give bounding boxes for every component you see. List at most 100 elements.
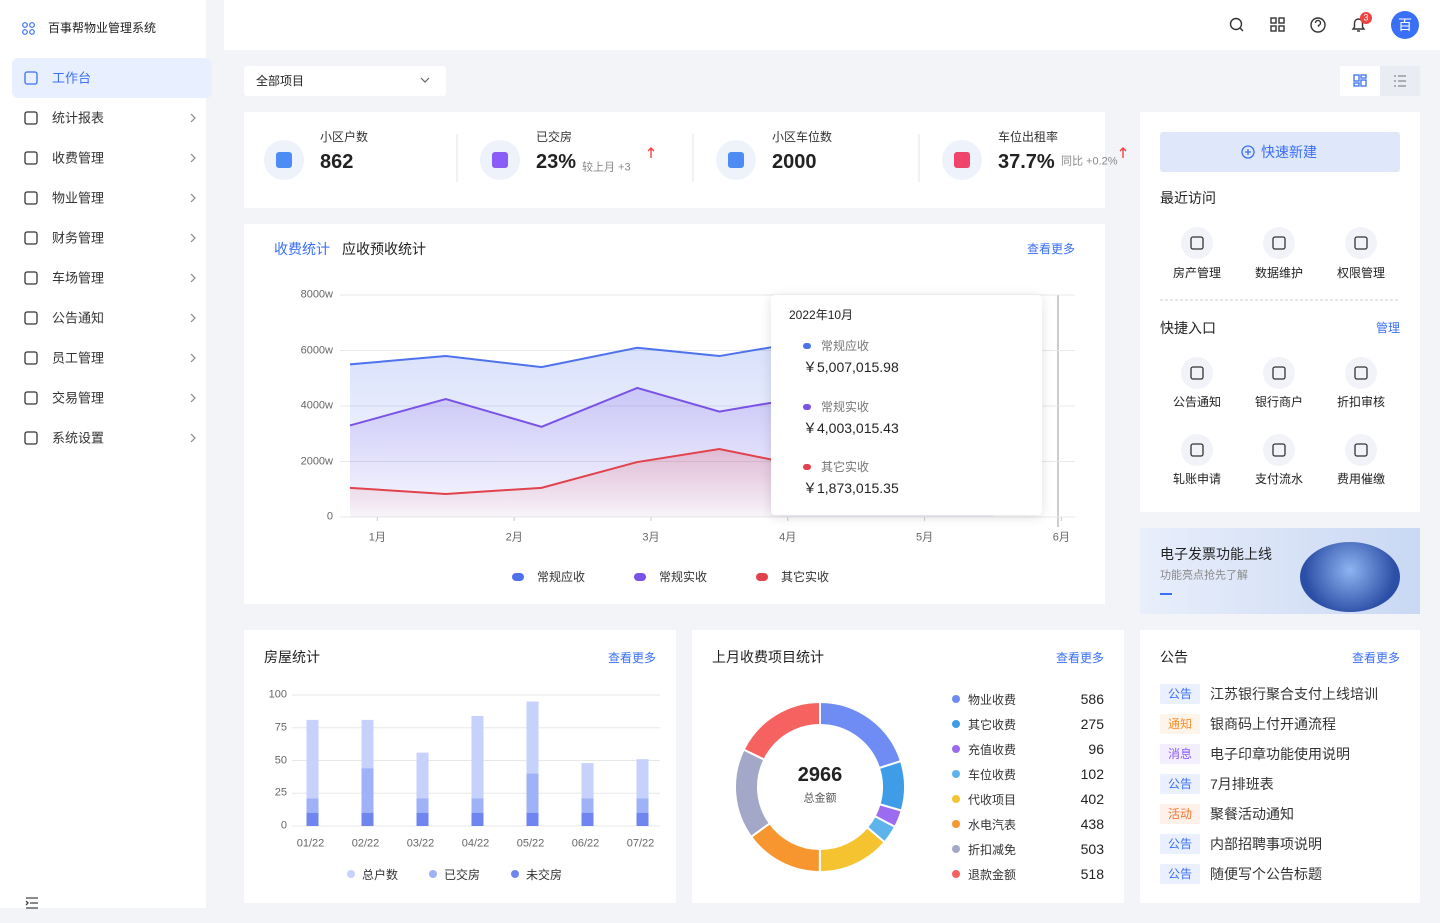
- notice-text[interactable]: 银商码上付开通流程: [1210, 716, 1336, 732]
- legend-value: 586: [1080, 691, 1104, 707]
- legend-label: 车位收费: [968, 768, 1017, 782]
- y-tick-label: 75: [274, 721, 287, 734]
- menu-item[interactable]: 公告通知: [52, 310, 105, 326]
- more-link[interactable]: 查看更多: [1055, 651, 1104, 665]
- recent-link[interactable]: 权限管理: [1336, 266, 1386, 280]
- x-tick-label: 03/22: [406, 837, 435, 850]
- entry-link[interactable]: 公告通知: [1172, 395, 1222, 409]
- y-tick-label: 4000w: [300, 399, 333, 412]
- y-tick-label: 8000w: [300, 288, 333, 301]
- x-tick-label: 6月: [1052, 531, 1070, 544]
- legend-label: 总户数: [362, 868, 399, 882]
- x-tick-label: 07/22: [626, 837, 655, 850]
- recent-title: 最近访问: [1160, 190, 1216, 206]
- notice-tag: 活动: [1167, 807, 1193, 821]
- legend-value: 275: [1080, 716, 1104, 732]
- legend-label: 未交房: [526, 868, 563, 882]
- menu-item[interactable]: 统计报表: [52, 110, 105, 126]
- entry-link[interactable]: 轧账申请: [1172, 472, 1222, 486]
- tooltip-dot: [803, 403, 811, 410]
- recent-link[interactable]: 房产管理: [1172, 266, 1222, 280]
- menu-item[interactable]: 员工管理: [52, 350, 105, 366]
- chart-title: 房屋统计: [264, 649, 320, 665]
- notice-text[interactable]: 电子印章功能使用说明: [1210, 746, 1350, 762]
- stat-note: 较上月 +3: [582, 161, 631, 174]
- project-select[interactable]: [244, 66, 446, 96]
- tooltip-value: ￥4,003,015.43: [803, 419, 899, 436]
- pie-total: 2966: [797, 764, 843, 786]
- notice-tag: 通知: [1167, 717, 1193, 731]
- x-tick-label: 02/22: [351, 837, 380, 850]
- active-menu-bg: [12, 58, 212, 98]
- menu-item[interactable]: 系统设置: [52, 430, 105, 446]
- notice-text[interactable]: 江苏银行聚合支付上线培训: [1210, 686, 1378, 702]
- menu-item[interactable]: 物业管理: [52, 190, 105, 206]
- tooltip-value: ￥5,007,015.98: [803, 359, 899, 375]
- notice-text[interactable]: 内部招聘事项说明: [1210, 836, 1322, 852]
- notice-tag: 公告: [1167, 687, 1193, 701]
- notice-text[interactable]: 聚餐活动通知: [1210, 806, 1294, 822]
- menu-item[interactable]: 车场管理: [52, 270, 105, 286]
- stat-label: 小区车位数: [772, 130, 833, 144]
- legend-label: 充值收费: [968, 743, 1017, 757]
- more-link[interactable]: 查看更多: [1026, 242, 1075, 256]
- stat-value: 37.7%: [998, 151, 1055, 173]
- stat-value: 862: [320, 151, 354, 173]
- x-tick-label: 05/22: [516, 837, 545, 850]
- legend-label: 代收项目: [968, 793, 1017, 807]
- legend-value: 96: [1088, 741, 1104, 757]
- chart-tab[interactable]: 应收预收统计: [342, 241, 426, 257]
- stat-label: 已交房: [536, 130, 573, 144]
- avatar-text: 百: [1398, 17, 1412, 33]
- notice-more[interactable]: 查看更多: [1351, 651, 1400, 665]
- menu-item[interactable]: 工作台: [52, 70, 92, 86]
- legend-label: 常规应收: [537, 570, 586, 584]
- notice-text[interactable]: 7月排班表: [1210, 776, 1274, 792]
- pie-total-label: 总金额: [803, 792, 837, 805]
- trend-arrow: [1119, 147, 1127, 158]
- y-tick-label: 50: [274, 754, 287, 766]
- legend-value: 438: [1080, 816, 1104, 832]
- banner-art: [1300, 542, 1400, 612]
- grid-view-button[interactable]: [1340, 66, 1380, 96]
- banner[interactable]: [1140, 528, 1420, 614]
- stats-card: [244, 112, 1105, 208]
- y-tick-label: 6000w: [300, 344, 333, 356]
- chart-tab[interactable]: 收费统计: [274, 241, 330, 257]
- quick-card: [1140, 112, 1420, 512]
- tooltip-value: ￥1,873,015.35: [803, 480, 899, 496]
- menu-item[interactable]: 交易管理: [52, 390, 105, 406]
- tooltip-title: 2022年10月: [789, 308, 854, 322]
- entry-link[interactable]: 支付流水: [1254, 472, 1304, 486]
- logo-text: 百事帮物业管理系统: [48, 21, 157, 35]
- quick-create-text[interactable]: 快速新建: [1261, 144, 1317, 160]
- legend-label: 折扣减免: [968, 843, 1017, 857]
- legend-value: 102: [1080, 766, 1104, 782]
- stat-note: 同比 +0.2%: [1061, 155, 1118, 168]
- notice-tag: 公告: [1167, 777, 1193, 791]
- entry-link[interactable]: 费用催缴: [1336, 472, 1386, 486]
- legend-label: 退款金额: [968, 868, 1017, 882]
- notice-text[interactable]: 随便写个公告标题: [1210, 866, 1322, 882]
- legend-value: 518: [1080, 866, 1104, 882]
- header: [224, 0, 1440, 50]
- menu-item[interactable]: 财务管理: [52, 230, 105, 246]
- more-link[interactable]: 查看更多: [607, 651, 656, 665]
- entry-link[interactable]: 银行商户: [1254, 395, 1304, 409]
- x-tick-label: 06/22: [571, 837, 600, 850]
- legend-label: 其它收费: [968, 718, 1017, 732]
- menu-item[interactable]: 收费管理: [52, 150, 105, 166]
- y-tick-label: 100: [268, 688, 287, 701]
- recent-link[interactable]: 数据维护: [1254, 266, 1304, 280]
- list-view-button[interactable]: [1380, 66, 1420, 96]
- legend-label: 物业收费: [968, 693, 1017, 707]
- legend-label: 已交房: [444, 868, 481, 882]
- manage-link[interactable]: 管理: [1375, 321, 1400, 335]
- y-tick-label: 25: [274, 786, 287, 799]
- quick-create-button[interactable]: [1160, 132, 1400, 172]
- banner-subtitle: 功能亮点抢先了解: [1160, 569, 1248, 582]
- select-text[interactable]: 全部项目: [256, 74, 305, 88]
- stat-value: 23%: [536, 151, 577, 173]
- entry-link[interactable]: 折扣审核: [1336, 395, 1386, 409]
